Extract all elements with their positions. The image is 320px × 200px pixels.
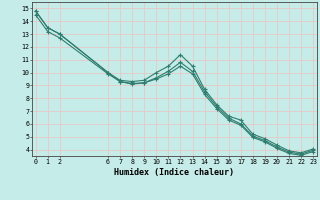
X-axis label: Humidex (Indice chaleur): Humidex (Indice chaleur) [115, 168, 234, 177]
